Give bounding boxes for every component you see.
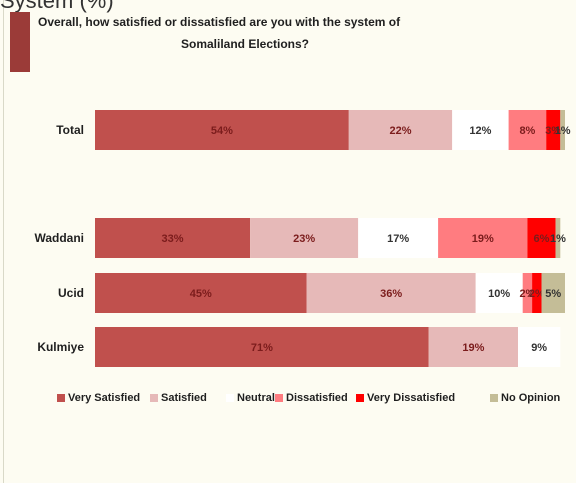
category-label: Kulmiye xyxy=(37,340,84,354)
value-label: 17% xyxy=(387,233,409,245)
category-label: Waddani xyxy=(34,231,84,245)
bar-segment xyxy=(522,273,533,313)
bar-segment xyxy=(438,218,528,258)
bar-segment xyxy=(508,110,547,150)
legend-swatch xyxy=(275,394,283,402)
value-label: 2% xyxy=(519,288,535,300)
bar-segment xyxy=(95,218,251,258)
value-label: 45% xyxy=(190,288,212,300)
legend-swatch xyxy=(150,394,158,402)
value-label: 9% xyxy=(531,342,547,354)
bar-segment xyxy=(560,110,565,150)
value-label: 10% xyxy=(488,288,510,300)
legend-swatch xyxy=(226,394,234,402)
value-label: 36% xyxy=(380,288,402,300)
value-label: 6% xyxy=(534,233,550,245)
chart-title: Somaliland Elections? xyxy=(181,37,309,51)
bar-segment xyxy=(348,110,453,150)
bar-segment xyxy=(546,110,561,150)
value-label: 54% xyxy=(211,125,233,137)
bar-segment xyxy=(428,327,518,367)
value-label: 71% xyxy=(251,342,273,354)
bar-segment xyxy=(95,110,349,150)
value-label: 19% xyxy=(472,233,494,245)
bar-segment xyxy=(95,273,307,313)
category-label: Total xyxy=(56,123,84,137)
value-label: 3% xyxy=(545,125,561,137)
bar-segment xyxy=(532,273,542,313)
value-label: 22% xyxy=(389,125,411,137)
value-label: 33% xyxy=(162,233,184,245)
category-label: Ucid xyxy=(58,286,84,300)
legend-label: Satisfied xyxy=(161,392,207,404)
value-label: 1% xyxy=(555,125,571,137)
value-label: 5% xyxy=(545,288,561,300)
bar-segment xyxy=(95,327,429,367)
supertitle: System (%) xyxy=(0,0,114,13)
legend-label: Neutral xyxy=(237,392,275,404)
value-label: 2% xyxy=(529,288,545,300)
legend-swatch xyxy=(57,394,65,402)
legend-swatch xyxy=(356,394,364,402)
bar-segment xyxy=(518,327,561,367)
legend-label: No Opinion xyxy=(501,392,561,404)
bar-segment xyxy=(358,218,439,258)
legend-swatch xyxy=(490,394,498,402)
bar-segment xyxy=(475,273,523,313)
legend-label: Very Satisfied xyxy=(68,392,140,404)
bar-segment xyxy=(541,273,565,313)
legend-label: Very Dissatisfied xyxy=(367,392,455,404)
value-label: 19% xyxy=(462,342,484,354)
bar-segment xyxy=(555,218,561,258)
value-label: 12% xyxy=(469,125,491,137)
value-label: 23% xyxy=(293,233,315,245)
chart-title: Overall, how satisfied or dissatisfied a… xyxy=(38,15,401,29)
bar-segment xyxy=(250,218,359,258)
bar-segment xyxy=(306,273,476,313)
value-label: 8% xyxy=(519,125,535,137)
bar-segment xyxy=(527,218,556,258)
bar-segment xyxy=(452,110,509,150)
title-marker xyxy=(10,12,30,72)
value-label: 1% xyxy=(550,233,566,245)
legend-label: Dissatisfied xyxy=(286,392,348,404)
